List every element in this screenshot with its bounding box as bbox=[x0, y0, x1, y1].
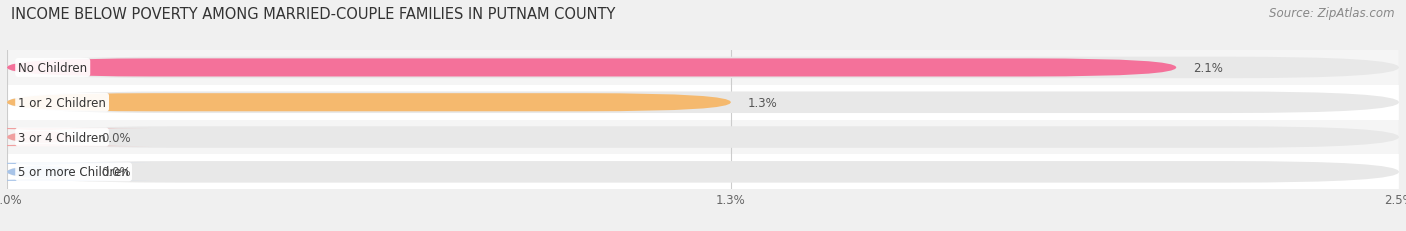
FancyBboxPatch shape bbox=[0, 128, 152, 146]
Bar bbox=[7, 120, 1399, 155]
FancyBboxPatch shape bbox=[7, 59, 1177, 77]
FancyBboxPatch shape bbox=[0, 163, 152, 181]
Text: INCOME BELOW POVERTY AMONG MARRIED-COUPLE FAMILIES IN PUTNAM COUNTY: INCOME BELOW POVERTY AMONG MARRIED-COUPL… bbox=[11, 7, 616, 22]
Text: 0.0%: 0.0% bbox=[101, 131, 131, 144]
Text: 0.0%: 0.0% bbox=[101, 166, 131, 179]
Bar bbox=[7, 155, 1399, 189]
Bar bbox=[7, 85, 1399, 120]
FancyBboxPatch shape bbox=[7, 127, 1399, 148]
Text: 2.1%: 2.1% bbox=[1192, 62, 1223, 75]
Bar bbox=[7, 51, 1399, 85]
Text: Source: ZipAtlas.com: Source: ZipAtlas.com bbox=[1270, 7, 1395, 20]
Text: No Children: No Children bbox=[18, 62, 87, 75]
FancyBboxPatch shape bbox=[7, 58, 1399, 79]
FancyBboxPatch shape bbox=[7, 92, 1399, 113]
Text: 3 or 4 Children: 3 or 4 Children bbox=[18, 131, 105, 144]
FancyBboxPatch shape bbox=[7, 94, 731, 112]
Text: 5 or more Children: 5 or more Children bbox=[18, 166, 129, 179]
Text: 1.3%: 1.3% bbox=[748, 96, 778, 109]
FancyBboxPatch shape bbox=[7, 161, 1399, 183]
Text: 1 or 2 Children: 1 or 2 Children bbox=[18, 96, 105, 109]
